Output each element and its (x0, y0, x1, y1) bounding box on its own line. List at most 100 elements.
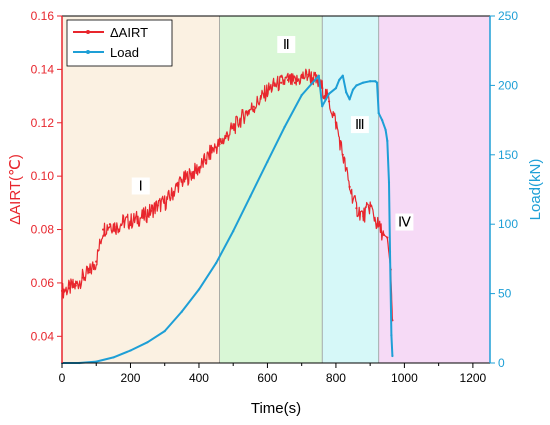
data-point (382, 233, 385, 236)
stage-label-4: Ⅳ (398, 216, 411, 231)
data-point (232, 230, 235, 233)
data-point (375, 223, 379, 226)
data-point (177, 183, 180, 186)
data-point (341, 153, 344, 156)
y-axis-right: 0 50 100 150 200 250 (489, 9, 518, 370)
stage-label-bg-1 (131, 177, 150, 195)
data-point (180, 310, 183, 313)
legend: ΔAIRT Load (66, 19, 173, 67)
data-point (348, 98, 351, 101)
x-tick-label: 1000 (391, 371, 418, 385)
stage-region-4 (378, 16, 490, 363)
data-point (375, 81, 379, 84)
legend-label: ΔAIRT (110, 25, 148, 40)
data-point (307, 73, 310, 76)
legend-marker (86, 50, 90, 54)
data-point (112, 356, 115, 359)
data-point (390, 334, 393, 337)
data-point (273, 84, 276, 87)
data-point (386, 139, 389, 143)
stage-label-bg-4 (395, 213, 414, 231)
series-line-1 (61, 68, 393, 321)
data-point (197, 167, 201, 170)
data-point (101, 228, 105, 231)
data-point (259, 97, 262, 100)
y-left-tick-label: 0.04 (31, 329, 55, 343)
stage-region-2 (219, 16, 323, 363)
y-axis-left: 0.04 0.06 0.08 0.10 0.12 0.14 0.16 (31, 9, 63, 363)
data-point (317, 74, 320, 77)
data-point (334, 121, 338, 124)
y-left-tick-label: 0.08 (31, 223, 55, 237)
stage-label-1: Ⅰ (139, 180, 143, 195)
data-point (129, 349, 132, 352)
data-point (387, 181, 391, 184)
legend-box (66, 19, 173, 67)
data-point (334, 87, 338, 90)
data-point (321, 105, 324, 108)
data-point (362, 81, 365, 84)
x-tick-label: 600 (257, 371, 277, 385)
data-point (197, 288, 201, 291)
data-point (211, 148, 214, 151)
stage-region-3 (322, 16, 379, 363)
data-point (163, 201, 166, 204)
stage-label-2: Ⅱ (283, 38, 290, 53)
series-airt (60, 68, 394, 322)
y-left-tick-label: 0.10 (31, 169, 55, 183)
data-point (300, 76, 303, 79)
data-point (146, 341, 149, 344)
y-axis-left-title: ΔAIRT(℃) (7, 154, 24, 225)
data-point (238, 119, 242, 122)
y-right-tick-label: 0 (498, 356, 505, 370)
data-point (345, 91, 348, 94)
y-axis-right-title: Load(kN) (527, 159, 544, 221)
y-right-tick-label: 250 (498, 9, 518, 23)
series-load (60, 74, 394, 365)
data-point (122, 220, 125, 223)
data-point (163, 329, 166, 333)
data-point (266, 89, 269, 92)
data-point (286, 78, 290, 82)
x-tick-label: 0 (59, 371, 66, 385)
data-point (374, 80, 377, 83)
legend-marker (86, 30, 90, 34)
y-right-tick-label: 150 (498, 148, 518, 162)
stage-labels: Ⅰ Ⅱ Ⅲ Ⅳ (131, 36, 414, 231)
data-point (156, 204, 159, 207)
data-point (355, 84, 358, 87)
x-axis: 0 200 400 600 800 1000 1200 (59, 363, 487, 385)
y-left-tick-label: 0.06 (31, 276, 55, 290)
y-right-tick-label: 100 (498, 217, 518, 231)
data-point (384, 128, 387, 131)
data-point (249, 195, 252, 198)
data-point (391, 354, 394, 358)
data-point (225, 135, 228, 138)
data-point (218, 143, 221, 146)
data-point (170, 193, 173, 196)
data-point (386, 236, 389, 239)
data-point (369, 204, 372, 207)
y-right-tick-label: 200 (498, 78, 518, 92)
stage-label-bg-2 (277, 36, 296, 54)
data-point (74, 284, 77, 287)
data-point (388, 250, 392, 254)
data-point (184, 177, 187, 180)
x-tick-label: 800 (326, 371, 346, 385)
data-point (327, 92, 331, 95)
data-point (232, 127, 235, 130)
data-point (214, 261, 218, 265)
y-left-tick-label: 0.14 (31, 62, 55, 76)
series-layer (60, 68, 394, 365)
data-point (283, 125, 286, 129)
data-point (67, 287, 70, 290)
data-point (351, 88, 355, 91)
y-right-tick-label: 50 (498, 287, 512, 301)
stage-label-bg-3 (350, 116, 369, 134)
x-tick-label: 200 (120, 371, 140, 385)
data-point (252, 105, 255, 108)
data-point (245, 110, 248, 114)
data-point (377, 112, 380, 115)
data-point (95, 260, 98, 263)
